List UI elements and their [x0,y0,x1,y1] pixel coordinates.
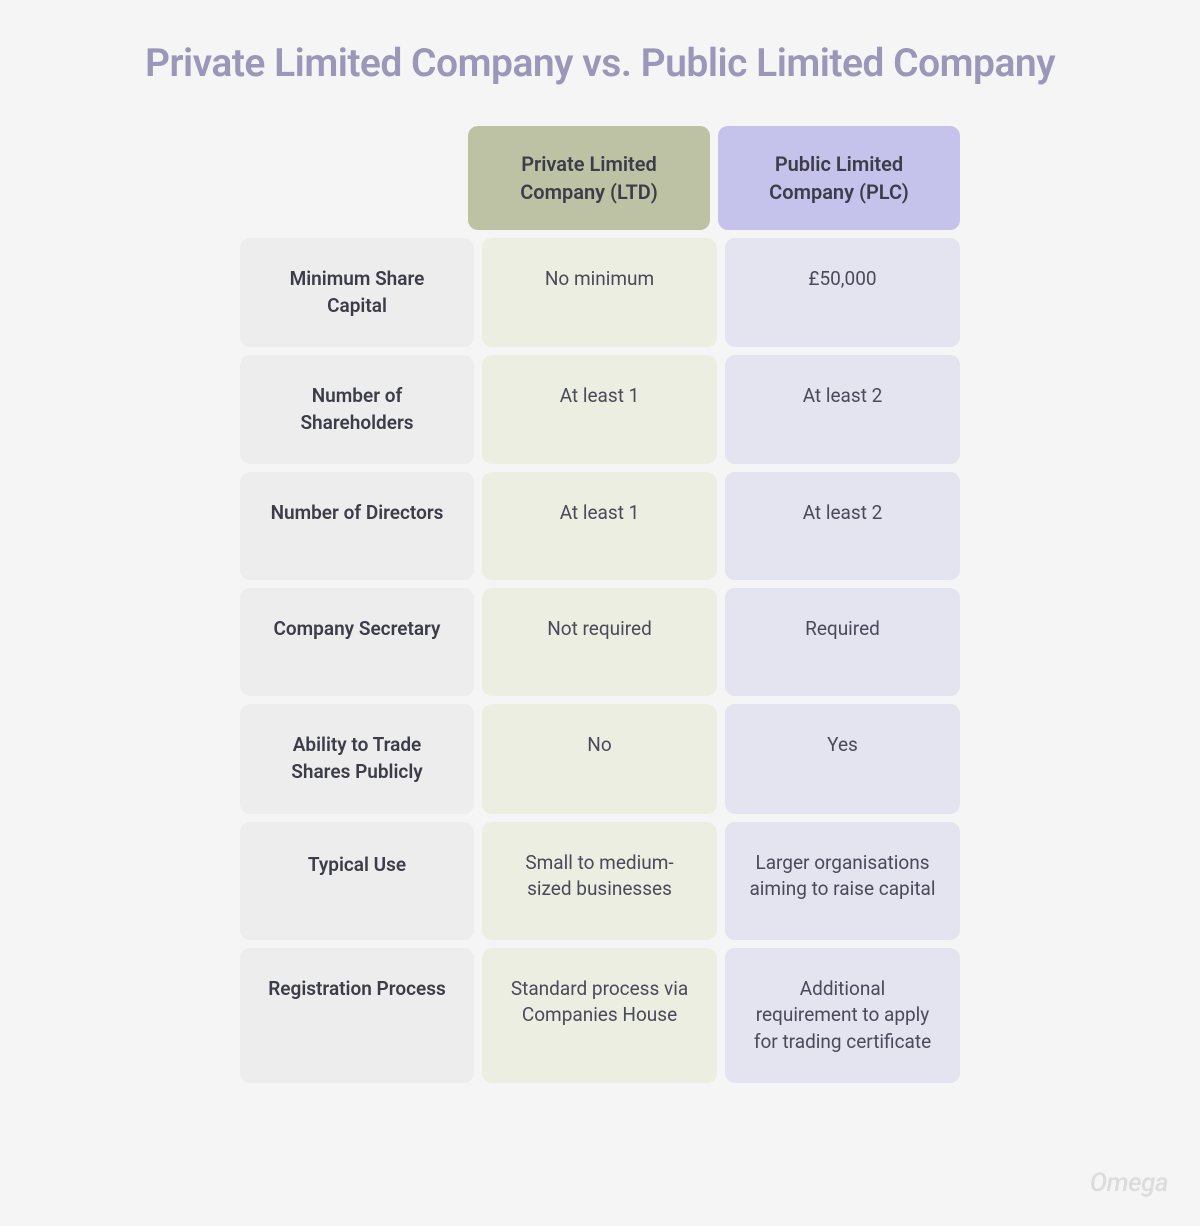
row-label: Registration Process [240,948,474,1084]
cell-ltd: Not required [482,588,717,696]
table-row: Number of Directors At least 1 At least … [240,472,960,580]
row-label: Number of Directors [240,472,474,580]
cell-plc: Additional requirement to apply for trad… [725,948,960,1084]
cell-plc: £50,000 [725,238,960,347]
table-row: Number of Shareholders At least 1 At lea… [240,355,960,464]
cell-ltd: At least 1 [482,472,717,580]
cell-ltd: Small to medium-sized businesses [482,822,717,940]
row-label: Ability to Trade Shares Publicly [240,704,474,813]
table-header-row: Private Limited Company (LTD) Public Lim… [240,126,960,230]
column-header-ltd: Private Limited Company (LTD) [468,126,710,230]
cell-plc: Larger organisations aiming to raise cap… [725,822,960,940]
header-spacer [240,126,460,230]
cell-ltd: At least 1 [482,355,717,464]
row-label: Typical Use [240,822,474,940]
table-row: Ability to Trade Shares Publicly No Yes [240,704,960,813]
row-label: Minimum Share Capital [240,238,474,347]
cell-ltd: Standard process via Companies House [482,948,717,1084]
cell-ltd: No minimum [482,238,717,347]
cell-plc: Yes [725,704,960,813]
comparison-table: Private Limited Company (LTD) Public Lim… [240,126,960,1083]
cell-ltd: No [482,704,717,813]
row-label: Number of Shareholders [240,355,474,464]
row-label: Company Secretary [240,588,474,696]
cell-plc: Required [725,588,960,696]
cell-plc: At least 2 [725,472,960,580]
table-row: Typical Use Small to medium-sized busine… [240,822,960,940]
table-row: Minimum Share Capital No minimum £50,000 [240,238,960,347]
cell-plc: At least 2 [725,355,960,464]
column-header-plc: Public Limited Company (PLC) [718,126,960,230]
table-row: Company Secretary Not required Required [240,588,960,696]
table-row: Registration Process Standard process vi… [240,948,960,1084]
page-title: Private Limited Company vs. Public Limit… [90,40,1110,86]
watermark: Omega [1090,1168,1168,1198]
